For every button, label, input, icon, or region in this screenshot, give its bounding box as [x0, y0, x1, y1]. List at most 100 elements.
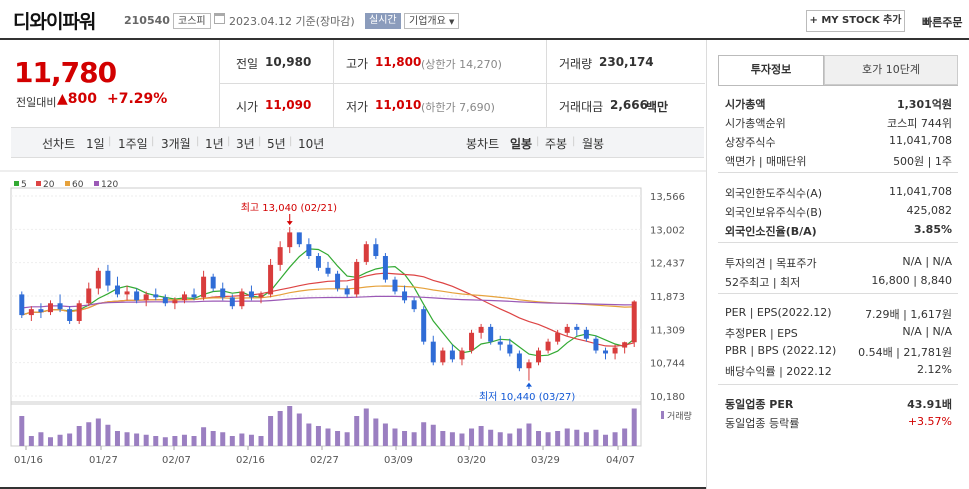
candle — [603, 350, 609, 354]
volume-bar — [402, 431, 408, 446]
volume-bar — [488, 429, 494, 446]
info-row-label: 동일업종 등락률 — [725, 417, 800, 430]
tab-orderbook[interactable]: 호가 10단계 — [824, 55, 958, 85]
price-chart[interactable]: 13,566 13,002 12,437 11,873 11,309 10,744 10,1… — [0, 170, 706, 489]
candle-weekly[interactable]: 주봉 — [545, 137, 568, 151]
quick-order-link[interactable]: 빠른주문 — [922, 16, 963, 29]
min-arrow-head — [525, 382, 532, 387]
info-row-label: 동일업종 PER — [725, 398, 794, 411]
candle — [478, 326, 484, 333]
legend-label: 5 — [21, 180, 27, 190]
volume-bar — [382, 423, 388, 446]
y-tick-label: 11,309 — [650, 325, 685, 336]
x-tick-label: 02/27 — [310, 455, 339, 466]
ma-line-20 — [21, 272, 635, 347]
volume-bar — [574, 429, 580, 446]
info-row-value: 11,041,708 — [889, 134, 952, 147]
divider — [219, 83, 705, 84]
volume-bar — [335, 431, 341, 446]
x-tick-label: 03/09 — [384, 455, 413, 466]
period-10y[interactable]: 10년 — [298, 137, 325, 151]
period-1w[interactable]: 1주일 — [118, 137, 148, 151]
separator: | — [536, 136, 540, 147]
candle — [335, 273, 341, 289]
candle — [134, 291, 140, 301]
y-tick-label: 13,566 — [650, 192, 685, 203]
candle — [469, 332, 475, 351]
separator: | — [196, 136, 200, 147]
period-3y[interactable]: 3년 — [236, 137, 255, 151]
corp-info-label: 기업개요 — [409, 16, 446, 27]
candle — [392, 279, 398, 292]
info-row-value: 16,800 | 8,840 — [871, 274, 952, 287]
info-row-value: 43.91배 — [907, 398, 952, 411]
info-row-value: 425,082 — [906, 204, 953, 217]
y-tick-label: 13,002 — [650, 225, 685, 236]
ma-line-5 — [21, 248, 635, 357]
candle — [28, 309, 34, 316]
candle — [296, 232, 302, 245]
candle — [373, 244, 379, 257]
period-5y[interactable]: 5년 — [267, 137, 286, 151]
chart-frame — [10, 187, 642, 405]
x-tick-label: 01/27 — [89, 455, 118, 466]
volume-bar — [469, 428, 475, 446]
change-amount: 800 — [67, 91, 98, 107]
max-arrow-head — [286, 221, 293, 226]
candle — [315, 256, 321, 268]
volume-bar — [67, 433, 73, 446]
volume-bar — [95, 418, 101, 446]
stock-name: 디와이파워 — [13, 11, 96, 33]
volume-bar — [268, 416, 274, 446]
candle-monthly[interactable]: 월봉 — [582, 137, 605, 151]
info-row-label: 외국인보유주식수(B) — [725, 206, 823, 219]
volume-bar — [114, 431, 120, 446]
candle — [583, 329, 589, 339]
candle — [162, 297, 168, 304]
my-stock-add-button[interactable]: + MY STOCK 추가 — [806, 10, 905, 32]
period-1d[interactable]: 1일 — [86, 137, 105, 151]
period-3m[interactable]: 3개월 — [161, 137, 191, 151]
chevron-down-icon: ▼ — [449, 18, 455, 26]
candle — [268, 264, 274, 295]
divider — [718, 293, 958, 294]
low-value: 11,010 — [375, 98, 422, 112]
volume-bar — [287, 406, 293, 446]
volume-bar — [229, 436, 235, 446]
volume-bar — [631, 408, 637, 446]
volume-bar — [516, 428, 522, 446]
corp-info-button[interactable]: 기업개요 ▼ — [404, 13, 460, 29]
candle — [86, 288, 92, 304]
volume-bar — [536, 431, 542, 446]
separator: | — [108, 136, 112, 147]
volume-bar — [315, 426, 321, 446]
legend-swatch — [94, 181, 99, 186]
volume-bar — [373, 418, 379, 446]
volume-bar — [143, 434, 149, 446]
divider — [718, 85, 958, 86]
candle — [19, 294, 25, 316]
ma-line-60 — [21, 285, 635, 316]
candle — [38, 309, 44, 313]
volume-bar — [564, 428, 570, 446]
volume-bar — [325, 428, 331, 446]
volume-bar — [248, 434, 254, 446]
period-1y[interactable]: 1년 — [205, 137, 224, 151]
candle — [516, 353, 522, 369]
candle-daily[interactable]: 일봉 — [510, 137, 533, 151]
volume-legend-swatch — [661, 411, 664, 419]
divider — [718, 242, 958, 243]
tab-invest-info[interactable]: 투자정보 — [718, 55, 824, 85]
volume-bar — [28, 436, 34, 446]
info-row-value: N/A | N/A — [902, 255, 952, 268]
candle — [124, 291, 130, 295]
info-row-label: 외국인소진율(B/A) — [725, 225, 817, 238]
candle — [507, 344, 513, 354]
divider — [718, 384, 958, 385]
candle — [220, 288, 226, 298]
up-triangle-icon: ▲ — [57, 91, 68, 107]
realtime-badge[interactable]: 실시간 — [365, 13, 401, 29]
x-tick-label: 03/20 — [457, 455, 486, 466]
y-tick-label: 10,744 — [650, 359, 685, 370]
high-value: 11,800 — [375, 55, 422, 69]
